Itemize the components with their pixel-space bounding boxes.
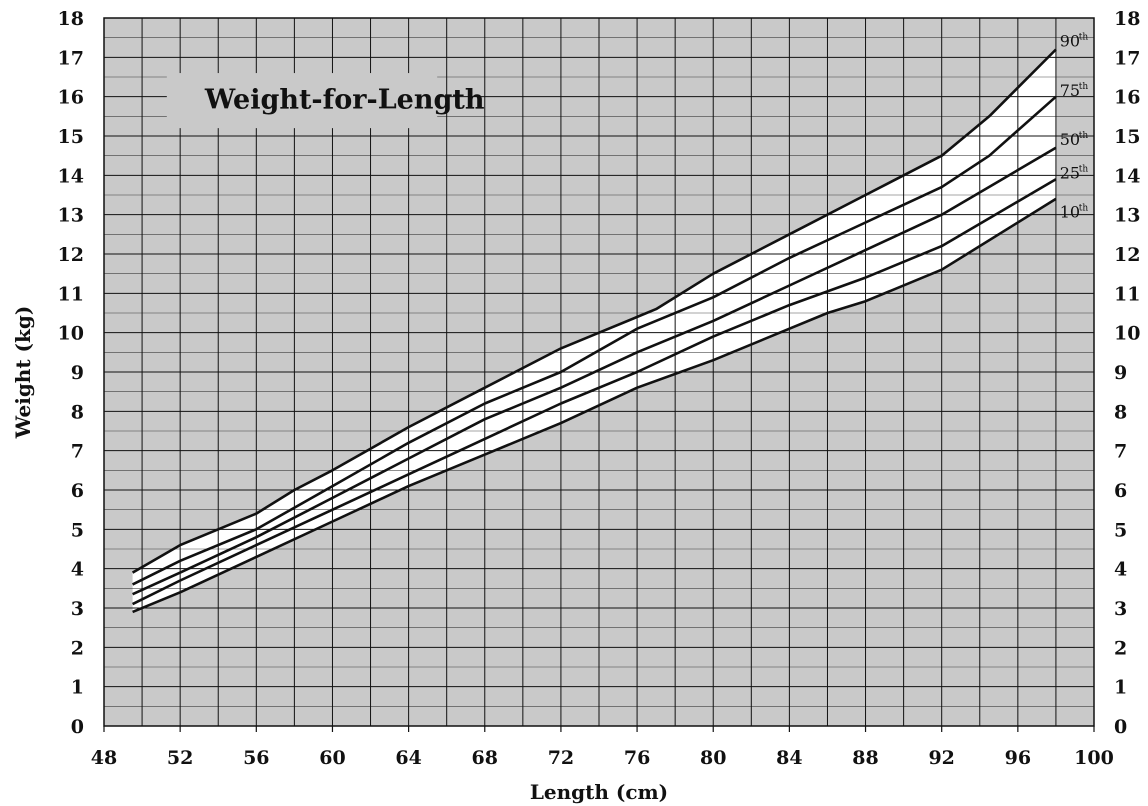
y-tick-label-left: 10 <box>58 323 84 345</box>
x-tick-label: 72 <box>548 747 574 769</box>
series-label-number: 10 <box>1060 203 1080 222</box>
y-tick-label-left: 4 <box>71 559 84 581</box>
x-tick-label: 64 <box>395 747 421 769</box>
series-label-number: 75 <box>1060 81 1080 100</box>
y-tick-label-left: 16 <box>58 87 84 109</box>
y-tick-label-left: 2 <box>71 637 84 659</box>
y-tick-label-right: 7 <box>1114 441 1127 463</box>
x-tick-label: 76 <box>624 747 650 769</box>
y-tick-label-right: 2 <box>1114 637 1127 659</box>
series-label-suffix: th <box>1079 33 1089 43</box>
y-tick-label-left: 7 <box>71 441 84 463</box>
y-tick-label-left: 14 <box>58 165 84 187</box>
series-line-25 <box>132 178 1057 606</box>
chart-title: Weight-for-Length <box>204 84 485 115</box>
x-tick-label: 96 <box>1005 747 1031 769</box>
series-line-10 <box>132 197 1057 614</box>
y-tick-label-right: 0 <box>1114 716 1127 738</box>
x-tick-label: 100 <box>1074 747 1114 769</box>
y-tick-label-right: 15 <box>1114 126 1140 148</box>
series-label-number: 50 <box>1060 130 1080 149</box>
series-label-suffix: th <box>1079 82 1089 92</box>
y-tick-label-left: 8 <box>71 401 84 423</box>
x-tick-label: 60 <box>319 747 345 769</box>
x-tick-label: 52 <box>167 747 193 769</box>
y-tick-label-left: 3 <box>71 598 84 620</box>
y-tick-label-right: 12 <box>1114 244 1140 266</box>
y-tick-label-right: 9 <box>1114 362 1127 384</box>
y-tick-label-right: 16 <box>1114 87 1140 109</box>
y-tick-label-left: 11 <box>58 283 84 305</box>
y-tick-label-left: 5 <box>71 519 84 541</box>
series-label-number: 90 <box>1060 32 1080 51</box>
y-tick-label-right: 6 <box>1114 480 1127 502</box>
series-label-number: 25 <box>1060 163 1080 182</box>
y-axis-label: Weight (kg) <box>11 306 35 440</box>
y-tick-label-left: 1 <box>71 677 84 699</box>
series-lines <box>131 48 1057 614</box>
x-tick-label: 80 <box>700 747 726 769</box>
percentile-band <box>132 49 1056 612</box>
y-tick-label-right: 13 <box>1114 205 1140 227</box>
y-tick-label-right: 8 <box>1114 401 1127 423</box>
y-tick-label-left: 15 <box>58 126 84 148</box>
y-tick-label-right: 11 <box>1114 283 1140 305</box>
x-tick-label: 56 <box>243 747 269 769</box>
series-line-50 <box>132 146 1057 596</box>
y-tick-label-left: 13 <box>58 205 84 227</box>
x-tick-label: 48 <box>91 747 117 769</box>
y-tick-label-left: 18 <box>58 8 84 30</box>
y-tick-label-right: 4 <box>1114 559 1127 581</box>
x-tick-label: 88 <box>852 747 878 769</box>
y-tick-label-right: 10 <box>1114 323 1140 345</box>
x-tick-label: 84 <box>776 747 802 769</box>
y-tick-label-left: 17 <box>58 47 84 69</box>
y-tick-label-left: 6 <box>71 480 84 502</box>
y-tick-label-right: 1 <box>1114 677 1127 699</box>
series-label-suffix: th <box>1079 131 1089 141</box>
x-tick-label: 92 <box>928 747 954 769</box>
x-axis-label: Length (cm) <box>530 780 668 804</box>
y-tick-label-left: 12 <box>58 244 84 266</box>
y-tick-label-left: 0 <box>71 716 84 738</box>
x-tick-label: 68 <box>472 747 498 769</box>
x-axis-ticks: 48 52 56 60 64 68 72 76 80 84 88 92 96 100 <box>91 726 1114 769</box>
title-box: Weight-for-Length <box>166 73 485 129</box>
y-tick-label-right: 17 <box>1114 47 1140 69</box>
y-tick-label-right: 14 <box>1114 165 1140 187</box>
series-label-suffix: th <box>1079 164 1089 174</box>
series-line-90 <box>131 48 1057 574</box>
plot-frame <box>103 17 1095 727</box>
y-tick-label-left: 9 <box>71 362 84 384</box>
y-tick-label-right: 3 <box>1114 598 1127 620</box>
y-tick-label-right: 18 <box>1114 8 1140 30</box>
series-line-75 <box>132 95 1057 586</box>
series-label-suffix: th <box>1079 204 1089 214</box>
y-tick-label-right: 5 <box>1114 519 1127 541</box>
